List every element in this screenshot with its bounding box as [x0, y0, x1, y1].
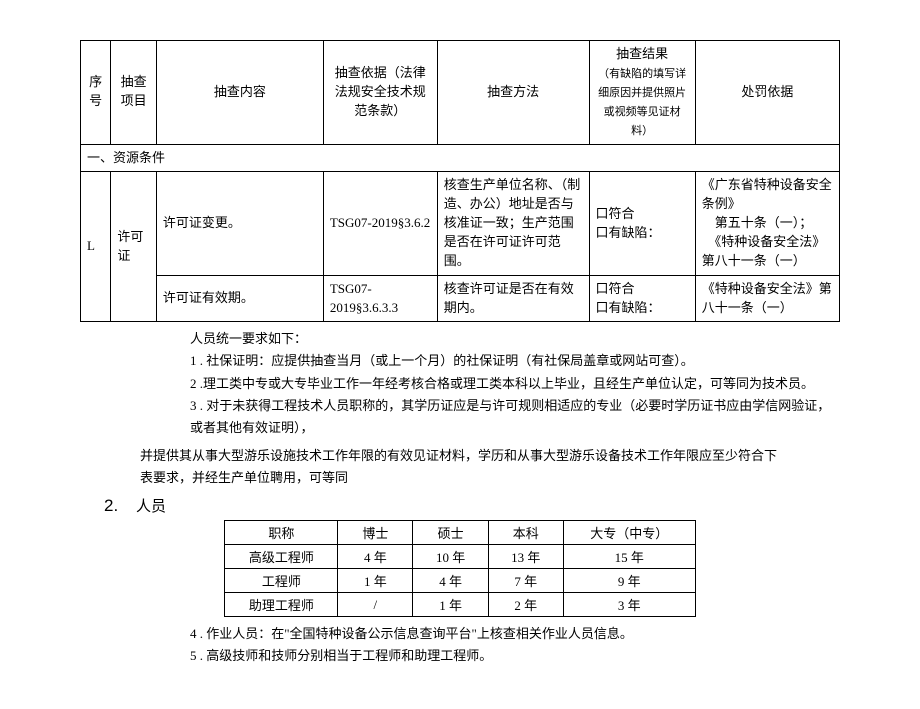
cell: 1 年: [413, 593, 488, 617]
col-item: 抽查项目: [111, 41, 157, 145]
cell: 4 年: [413, 569, 488, 593]
section-row: 一、资源条件: [81, 144, 840, 172]
inner-row-0: 高级工程师 4 年 10 年 13 年 15 年: [225, 545, 695, 569]
section-title: 一、资源条件: [81, 144, 840, 172]
cell: 3 年: [563, 593, 695, 617]
col-method: 抽查方法: [437, 41, 589, 145]
note-1: 1 . 社保证明：应提供抽查当月（或上一个月）的社保证明（有社保局盖章或网站可查…: [190, 350, 840, 372]
seq-cell: L: [81, 172, 111, 322]
inner-row-1: 工程师 1 年 4 年 7 年 9 年: [225, 569, 695, 593]
cell: 1 年: [338, 569, 413, 593]
inspection-table: 序号 抽查项目 抽查内容 抽查依据（法律法规安全技术规范条款） 抽查方法 抽查结…: [80, 40, 840, 322]
penalty-cell: 《广东省特种设备安全条例》 第五十条（一）； 《特种设备安全法》第八十一条（一）: [695, 172, 839, 275]
check-ok: 口符合: [596, 206, 635, 221]
category-cell: 许可证: [111, 172, 157, 322]
inner-h1: 博士: [338, 521, 413, 545]
content-cell: 许可证变更。: [156, 172, 323, 275]
col-penalty: 处罚依据: [695, 41, 839, 145]
note-5: 5 . 高级技师和技师分别相当于工程师和助理工程师。: [190, 645, 840, 667]
cell: 高级工程师: [225, 545, 338, 569]
cell: 工程师: [225, 569, 338, 593]
cell: 2 年: [488, 593, 563, 617]
col-basis: 抽查依据（法律法规安全技术规范条款）: [323, 41, 437, 145]
inner-header-row: 职称 博士 硕士 本科 大专（中专）: [225, 521, 695, 545]
col-result-title: 抽查结果: [616, 46, 668, 61]
penalty-cell: 《特种设备安全法》第八十一条（一）: [695, 275, 839, 322]
personnel-text: 人员: [136, 499, 166, 515]
note-4: 4 . 作业人员：在"全国特种设备公示信息查询平台"上核查相关作业人员信息。: [190, 623, 840, 645]
col-content: 抽查内容: [156, 41, 323, 145]
cell: 助理工程师: [225, 593, 338, 617]
method-cell: 核查许可证是否在有效期内。: [437, 275, 589, 322]
col-result: 抽查结果 （有缺陷的填写详细原因并提供照片或视频等见证材料）: [589, 41, 695, 145]
inner-h2: 硕士: [413, 521, 488, 545]
cell: 9 年: [563, 569, 695, 593]
cell: 13 年: [488, 545, 563, 569]
qualification-table: 职称 博士 硕士 本科 大专（中专） 高级工程师 4 年 10 年 13 年 1…: [224, 520, 695, 617]
data-row-2: 许可证有效期。 TSG07-2019§3.6.3.3 核查许可证是否在有效期内。…: [81, 275, 840, 322]
notes-block: 人员统一要求如下： 1 . 社保证明：应提供抽查当月（或上一个月）的社保证明（有…: [190, 328, 840, 438]
personnel-num: 2.: [104, 496, 118, 515]
result-cell: 口符合 口有缺陷：: [589, 172, 695, 275]
notes-heading: 人员统一要求如下：: [190, 328, 840, 350]
content-cell: 许可证有效期。: [156, 275, 323, 322]
after-notes: 4 . 作业人员：在"全国特种设备公示信息查询平台"上核查相关作业人员信息。 5…: [190, 623, 840, 667]
data-row-1: L 许可证 许可证变更。 TSG07-2019§3.6.2 核查生产单位名称、（…: [81, 172, 840, 275]
check-defect: 口有缺陷：: [596, 300, 661, 315]
inner-row-2: 助理工程师 / 1 年 2 年 3 年: [225, 593, 695, 617]
basis-cell: TSG07-2019§3.6.2: [323, 172, 437, 275]
inner-h0: 职称: [225, 521, 338, 545]
personnel-label: 2. 人员: [104, 495, 840, 516]
method-cell: 核查生产单位名称、（制造、办公）地址是否与核准证一致；生产范围是否在许可证许可范…: [437, 172, 589, 275]
check-defect: 口有缺陷：: [596, 225, 661, 240]
cell: 4 年: [338, 545, 413, 569]
inner-h3: 本科: [488, 521, 563, 545]
basis-cell: TSG07-2019§3.6.3.3: [323, 275, 437, 322]
cell: /: [338, 593, 413, 617]
note-3: 3 . 对于未获得工程技术人员职称的，其学历证应是与许可规则相适应的专业（必要时…: [190, 395, 840, 439]
note-2: 2 .理工类中专或大专毕业工作一年经考核合格或理工类本科以上毕业，且经生产单位认…: [190, 373, 840, 395]
cell: 10 年: [413, 545, 488, 569]
check-ok: 口符合: [596, 281, 635, 296]
note-3-continued: 并提供其从事大型游乐设施技术工作年限的有效见证材料，学历和从事大型游乐设备技术工…: [140, 445, 780, 489]
col-result-sub: （有缺陷的填写详细原因并提供照片或视频等见证材料）: [598, 68, 686, 137]
cell: 7 年: [488, 569, 563, 593]
inner-h4: 大专（中专）: [563, 521, 695, 545]
cell: 15 年: [563, 545, 695, 569]
header-row: 序号 抽查项目 抽查内容 抽查依据（法律法规安全技术规范条款） 抽查方法 抽查结…: [81, 41, 840, 145]
col-seq: 序号: [81, 41, 111, 145]
result-cell: 口符合 口有缺陷：: [589, 275, 695, 322]
